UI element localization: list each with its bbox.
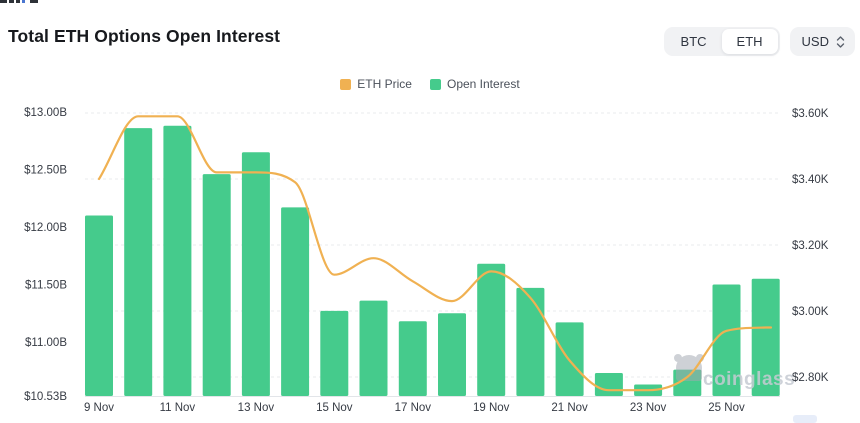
- chevron-updown-icon: [836, 35, 845, 48]
- coinglass-logo-icon: [674, 354, 704, 381]
- page-title: Total ETH Options Open Interest: [8, 26, 281, 46]
- oi-bar-26-nov[interactable]: [751, 278, 780, 396]
- legend: ETH Price Open Interest: [0, 77, 860, 91]
- chart-canvas[interactable]: coinglass $13.00B $12.50B $12.00B $11.50B $11…: [0, 100, 860, 419]
- oi-bar-22-nov[interactable]: [594, 373, 623, 396]
- legend-item-open-interest[interactable]: Open Interest: [429, 77, 520, 91]
- left-axis-label: $12.50B: [24, 165, 67, 177]
- oi-bar-10-nov[interactable]: [124, 128, 153, 396]
- currency-select[interactable]: USD: [789, 27, 855, 56]
- x-axis-label: 25 Nov: [708, 402, 745, 414]
- legend-label-eth-price: ETH Price: [357, 77, 412, 91]
- x-axis-label: 23 Nov: [630, 402, 667, 414]
- oi-bar-9-nov[interactable]: [85, 215, 113, 397]
- oi-bar-12-nov[interactable]: [202, 174, 231, 396]
- oi-bar-15-nov[interactable]: [320, 310, 349, 396]
- oi-bar-11-nov[interactable]: [163, 125, 192, 397]
- currency-select-value: USD: [801, 34, 829, 49]
- x-axis-label: 17 Nov: [395, 402, 432, 414]
- coin-toggle: BTC ETH: [663, 27, 780, 56]
- cropped-ui-fragment: [793, 415, 817, 423]
- legend-label-open-interest: Open Interest: [446, 77, 520, 91]
- oi-bar-13-nov[interactable]: [241, 152, 270, 396]
- x-axis-label: 9 Nov: [84, 402, 114, 414]
- x-axis-label: 21 Nov: [551, 402, 588, 414]
- left-axis-label: $11.00B: [25, 337, 67, 349]
- coinglass-watermark: coinglass: [674, 354, 795, 390]
- coin-option-btc[interactable]: BTC: [680, 34, 707, 49]
- x-axis-label: 13 Nov: [238, 402, 275, 414]
- left-axis-label: $11.50B: [25, 280, 67, 292]
- oi-bar-18-nov[interactable]: [438, 313, 466, 396]
- legend-swatch-open-interest: [429, 78, 441, 90]
- eth-price-line[interactable]: [97, 115, 773, 392]
- coin-option-eth[interactable]: ETH: [721, 29, 778, 54]
- x-axis-label: 19 Nov: [473, 402, 510, 414]
- oi-bar-20-nov[interactable]: [516, 287, 545, 396]
- coinglass-watermark-text: coinglass: [703, 369, 795, 390]
- oi-bar-17-nov[interactable]: [398, 321, 427, 396]
- right-axis-label: $3.20K: [792, 240, 829, 252]
- left-axis-label: $13.00B: [24, 107, 67, 119]
- legend-swatch-eth-price: [340, 78, 352, 90]
- left-axis-label: $12.00B: [24, 222, 67, 234]
- x-axis-label: 11 Nov: [160, 402, 196, 414]
- oi-bar-25-nov[interactable]: [712, 284, 741, 397]
- left-axis-label: $10.53B: [24, 391, 67, 403]
- legend-item-eth-price[interactable]: ETH Price: [340, 77, 412, 91]
- right-axis-label: $3.40K: [792, 174, 829, 186]
- right-axis-label: $2.80K: [792, 372, 829, 384]
- oi-bar-16-nov[interactable]: [359, 300, 388, 396]
- right-axis-label: $3.60K: [792, 108, 829, 120]
- chart-controls: BTC ETH USD: [663, 27, 855, 56]
- x-axis-label: 15 Nov: [316, 402, 353, 414]
- cropped-text-artifact: [0, 0, 44, 4]
- oi-bar-19-nov[interactable]: [477, 263, 506, 396]
- right-axis-label: $3.00K: [792, 306, 829, 318]
- oi-bar-14-nov[interactable]: [281, 207, 310, 396]
